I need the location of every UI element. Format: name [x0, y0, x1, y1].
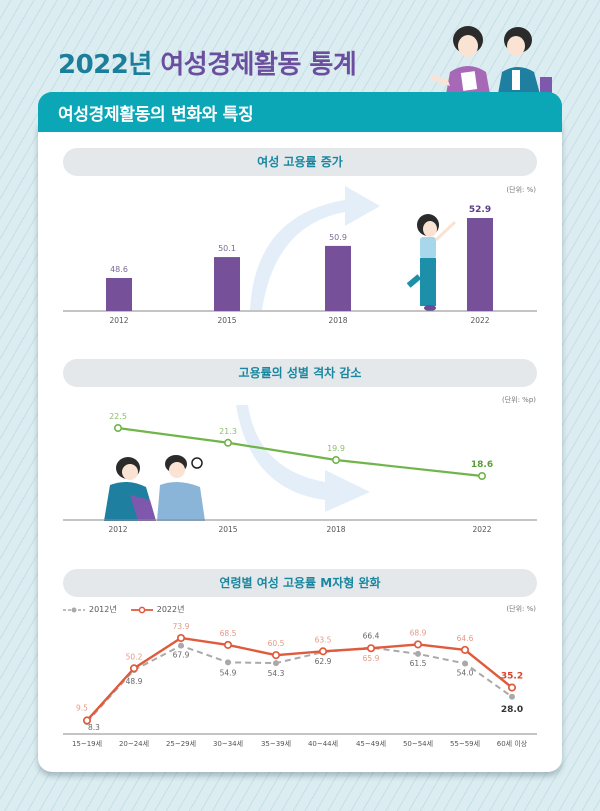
banner-title: 여성경제활동의 변화와 특징 — [58, 105, 254, 125]
data-point-2012 — [273, 660, 279, 667]
series-2012-line — [86, 644, 513, 723]
value-label-2012: 67.9 — [173, 651, 190, 660]
solid-red-line-icon — [130, 606, 153, 613]
data-point-2022 — [460, 645, 470, 654]
point-value-label: 22.5 — [109, 412, 127, 421]
data-point-2022 — [366, 644, 376, 653]
x-tick-label: 15~19세 — [72, 739, 102, 748]
data-point-2022 — [413, 640, 423, 649]
bar-value-label: 50.9 — [329, 233, 347, 242]
value-label-2022: 35.2 — [501, 672, 523, 682]
value-label-2022: 50.2 — [126, 652, 143, 661]
value-label-2012: 54.9 — [220, 668, 237, 677]
chart-legend: 2012년 2022년 — [63, 604, 184, 615]
value-label-2012: 54.0 — [457, 668, 474, 677]
x-tick-label: 2015 — [217, 316, 236, 325]
value-label-2012: 61.5 — [410, 659, 427, 668]
x-tick-label: 20~24세 — [119, 739, 149, 748]
dashed-gray-line-icon — [63, 607, 85, 612]
two-women-magnifier-illustration-icon — [104, 455, 205, 521]
point-value-label: 18.6 — [471, 460, 493, 470]
data-point-2012 — [415, 650, 421, 657]
bar — [106, 278, 132, 311]
x-tick-label: 55~59세 — [450, 739, 480, 748]
title-main: 여성경제활동 통계 — [160, 50, 357, 80]
bar-value-label: 52.9 — [469, 205, 491, 215]
value-label-2012: 54.3 — [268, 669, 285, 678]
two-women-illustration-icon — [430, 26, 552, 94]
value-label-2012: 8.3 — [88, 723, 100, 732]
point-value-label: 19.9 — [327, 444, 345, 453]
section-title-employment-rate: 여성 고용률 증가 — [63, 148, 537, 176]
value-label-2022: 68.5 — [220, 629, 237, 638]
page-title: 2022년 여성경제활동 통계 — [58, 44, 357, 81]
bar — [325, 245, 351, 311]
x-tick-label: 40~44세 — [308, 739, 338, 748]
value-label-2012: 48.9 — [126, 677, 143, 686]
x-tick-label: 45~49세 — [356, 739, 386, 748]
data-point — [477, 471, 486, 480]
data-point-2022 — [82, 716, 92, 725]
x-tick-label: 2012 — [108, 525, 127, 534]
value-label-2022: 68.9 — [410, 628, 427, 637]
unit-label: (단위: %) — [506, 186, 536, 194]
point-value-label: 21.3 — [219, 427, 237, 436]
unit-label: (단위: %) — [506, 605, 536, 613]
data-point — [224, 438, 233, 447]
unit-label: (단위: %p) — [501, 396, 536, 404]
data-point-2022 — [223, 640, 233, 649]
value-label-2022: 60.5 — [268, 639, 285, 648]
section-title-age-employment: 연령별 여성 고용률 M자형 완화 — [63, 569, 537, 597]
data-point-2012 — [225, 659, 231, 666]
data-point-2022 — [271, 651, 281, 660]
title-year: 2022년 — [58, 50, 152, 80]
x-tick-label: 2022 — [470, 316, 489, 325]
x-tick-label: 2015 — [218, 525, 237, 534]
x-tick-label: 2012 — [109, 316, 128, 325]
data-point — [331, 455, 340, 464]
data-point-2022 — [507, 683, 517, 692]
x-tick-label: 2018 — [328, 316, 347, 325]
series-2022-line — [86, 636, 513, 722]
age-employment-line-chart: 8.3 48.9 67.9 54.9 54.3 62.9 66.4 61.5 54.0 28.0 9… — [63, 622, 537, 748]
x-tick-label: 50~54세 — [403, 739, 433, 748]
gender-gap-line-chart: 22.5 2012 21.3 2015 19.9 2018 18.6 2022 — [63, 412, 537, 534]
data-point-2022 — [318, 647, 328, 656]
bar-value-label: 50.1 — [218, 244, 236, 253]
x-tick-label: 30~34세 — [213, 739, 243, 748]
x-tick-label: 60세 이상 — [497, 739, 528, 748]
woman-pointing-illustration-icon — [406, 214, 457, 311]
x-tick-label: 35~39세 — [261, 739, 291, 748]
data-point-2012 — [509, 693, 515, 700]
upward-arrow-decoration-icon — [250, 186, 380, 310]
downward-arrow-decoration-icon — [236, 405, 370, 512]
value-label-2022: 65.9 — [363, 654, 380, 663]
section-title-gender-gap: 고용률의 성별 격차 감소 — [63, 359, 537, 387]
legend-item-2012: 2012년 — [63, 604, 117, 615]
bar-value-label: 48.6 — [110, 265, 128, 274]
data-point-2012 — [462, 660, 468, 667]
data-point-2022 — [129, 664, 139, 673]
x-tick-label: 25~29세 — [166, 739, 196, 748]
value-label-2022: 73.9 — [173, 622, 190, 631]
value-label-2022: 64.6 — [457, 634, 474, 643]
value-label-2022: 63.5 — [315, 635, 332, 644]
value-label-2022: 9.5 — [76, 703, 88, 712]
gap-line — [117, 426, 483, 478]
bar — [467, 218, 493, 311]
data-point-2012 — [178, 642, 184, 649]
section-banner: 여성경제활동의 변화와 특징 — [38, 92, 562, 132]
value-label-2012: 62.9 — [315, 657, 332, 666]
value-label-2012: 28.0 — [501, 705, 523, 715]
bar-chart: 48.6 2012 50.1 2015 50.9 2018 52.9 2022 — [63, 205, 537, 325]
bar — [214, 257, 240, 311]
x-tick-label: 2022 — [472, 525, 491, 534]
data-point — [114, 423, 123, 432]
value-label-2012: 66.4 — [363, 632, 380, 641]
legend-item-2022: 2022년 — [130, 604, 184, 615]
x-tick-label: 2018 — [326, 525, 345, 534]
data-point-2022 — [176, 633, 186, 643]
